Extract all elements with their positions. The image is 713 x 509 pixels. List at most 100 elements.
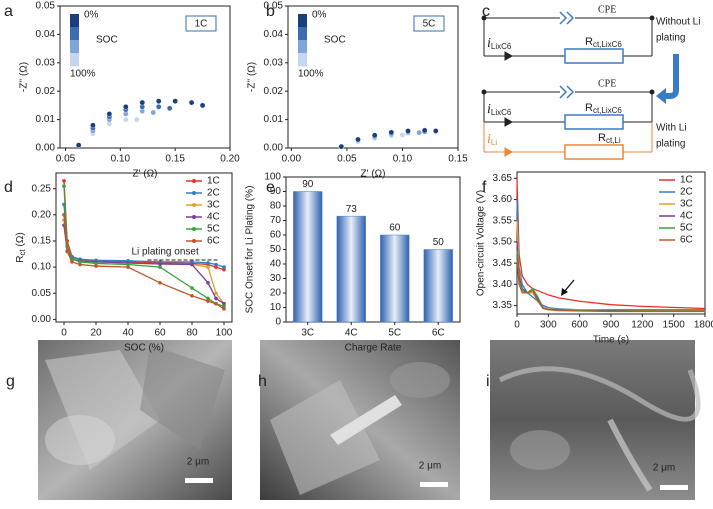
bar xyxy=(336,215,366,323)
point xyxy=(133,116,140,123)
y-tick-label: 0.02 xyxy=(36,86,56,97)
marker xyxy=(222,267,226,272)
symbol: R xyxy=(598,132,606,144)
symbol: i xyxy=(487,132,491,147)
colorbar-swatch xyxy=(298,27,307,41)
marker xyxy=(214,296,218,301)
marker xyxy=(190,262,194,267)
point xyxy=(371,132,378,139)
point xyxy=(388,129,395,136)
y-tick-label: 0.03 xyxy=(36,57,56,68)
arrow xyxy=(563,279,575,293)
marker xyxy=(206,299,210,303)
x-axis-label: Z' (Ω) xyxy=(361,169,386,180)
point xyxy=(90,122,96,129)
marker xyxy=(206,280,210,285)
scale-label: 2 μm xyxy=(419,461,441,472)
x-tick-label: 100 xyxy=(216,328,233,339)
current-label: iLi xyxy=(487,132,497,147)
point xyxy=(355,136,361,143)
x-tick-label: 0.10 xyxy=(111,154,131,165)
legend-label: 3C xyxy=(680,199,693,210)
symbol: i xyxy=(487,102,491,117)
y-tick-label: 3.60 xyxy=(493,194,513,205)
x-tick-label: 0 xyxy=(514,320,520,331)
legend-marker xyxy=(192,179,196,183)
resistor-label: Rct,LixC6 xyxy=(585,102,622,115)
y-tick-label: 0.20 xyxy=(32,209,52,220)
point xyxy=(432,128,439,134)
colorbar-label: 100% xyxy=(70,69,96,80)
x-tick-label: 80 xyxy=(186,328,198,339)
y-tick-label: 0.10 xyxy=(32,262,52,273)
annotation: 5C xyxy=(423,19,436,30)
subscript: Li xyxy=(491,138,497,147)
plot-frame xyxy=(59,5,231,149)
series-line xyxy=(516,258,705,313)
colorbar-label: 0% xyxy=(84,10,99,21)
legend-label: 2C xyxy=(680,187,693,198)
marker xyxy=(78,262,82,267)
marker xyxy=(214,265,218,269)
resistor-label: Rct,Li xyxy=(598,132,621,145)
circuit-with xyxy=(481,85,655,160)
x-tick-label: 0.15 xyxy=(448,154,468,165)
caption: plating xyxy=(656,33,685,44)
marker xyxy=(190,286,194,290)
y-tick-label: 30 xyxy=(270,273,282,284)
arrow-head xyxy=(561,288,568,296)
subscript: ct,LixC6 xyxy=(593,40,622,49)
y-tick-label: 0.04 xyxy=(36,29,56,40)
panel-label: f xyxy=(482,179,487,196)
marker xyxy=(222,301,226,306)
x-axis-label: Charge Rate xyxy=(345,343,402,354)
marker xyxy=(206,296,210,301)
marker xyxy=(214,262,218,267)
panel-label: b xyxy=(266,3,275,20)
y-tick-label: 60 xyxy=(270,230,282,241)
y-tick-label: 0.02 xyxy=(264,86,284,97)
subscript: ct,Li xyxy=(606,136,621,145)
series-line xyxy=(516,220,705,312)
point xyxy=(405,128,411,134)
marker xyxy=(222,265,226,269)
suffix: (Ω) xyxy=(15,232,26,249)
x-tick-label: 600 xyxy=(571,320,588,331)
legend-label: 6C xyxy=(680,235,693,246)
panel-label: c xyxy=(482,3,490,20)
y-tick-label: 0.15 xyxy=(32,236,52,247)
legend-label: 4C xyxy=(207,212,220,223)
legend-label: 6C xyxy=(207,236,220,247)
y-axis-label: Open-circuit Voltage (V) xyxy=(476,190,487,296)
plot-frame xyxy=(55,172,233,323)
annotation-box xyxy=(185,15,217,32)
marker xyxy=(70,260,74,264)
marker xyxy=(65,249,69,254)
panel-label: e xyxy=(266,179,275,196)
y-tick-label: 0 xyxy=(275,317,281,328)
x-tick-label: 0.20 xyxy=(220,154,240,165)
colorbar-title: SOC xyxy=(324,35,346,46)
resistor-label: Rct,LixC6 xyxy=(585,36,622,49)
x-tick-label: 0.15 xyxy=(165,154,185,165)
x-tick-label: 5C xyxy=(388,328,401,339)
legend-label: 3C xyxy=(207,200,220,211)
y-tick-label: 80 xyxy=(270,201,282,212)
caption: Without Li xyxy=(656,17,700,28)
legend-marker xyxy=(192,227,196,231)
y-tick-label: 50 xyxy=(270,244,282,255)
symbol: i xyxy=(487,36,491,51)
bar xyxy=(293,191,323,323)
y-tick-label: 0.05 xyxy=(264,1,284,12)
x-axis-label: Z' (Ω) xyxy=(133,169,158,180)
y-tick-label: 0.25 xyxy=(32,183,52,194)
cpe-label: CPE xyxy=(598,78,616,89)
x-tick-label: 20 xyxy=(90,328,102,339)
x-axis-label: SOC (%) xyxy=(124,343,164,354)
y-tick-label: 40 xyxy=(270,259,282,270)
legend-label: 1C xyxy=(207,176,220,187)
marker xyxy=(94,261,98,266)
marker xyxy=(214,301,218,306)
marker xyxy=(158,280,162,285)
colorbar-swatch xyxy=(70,53,79,67)
